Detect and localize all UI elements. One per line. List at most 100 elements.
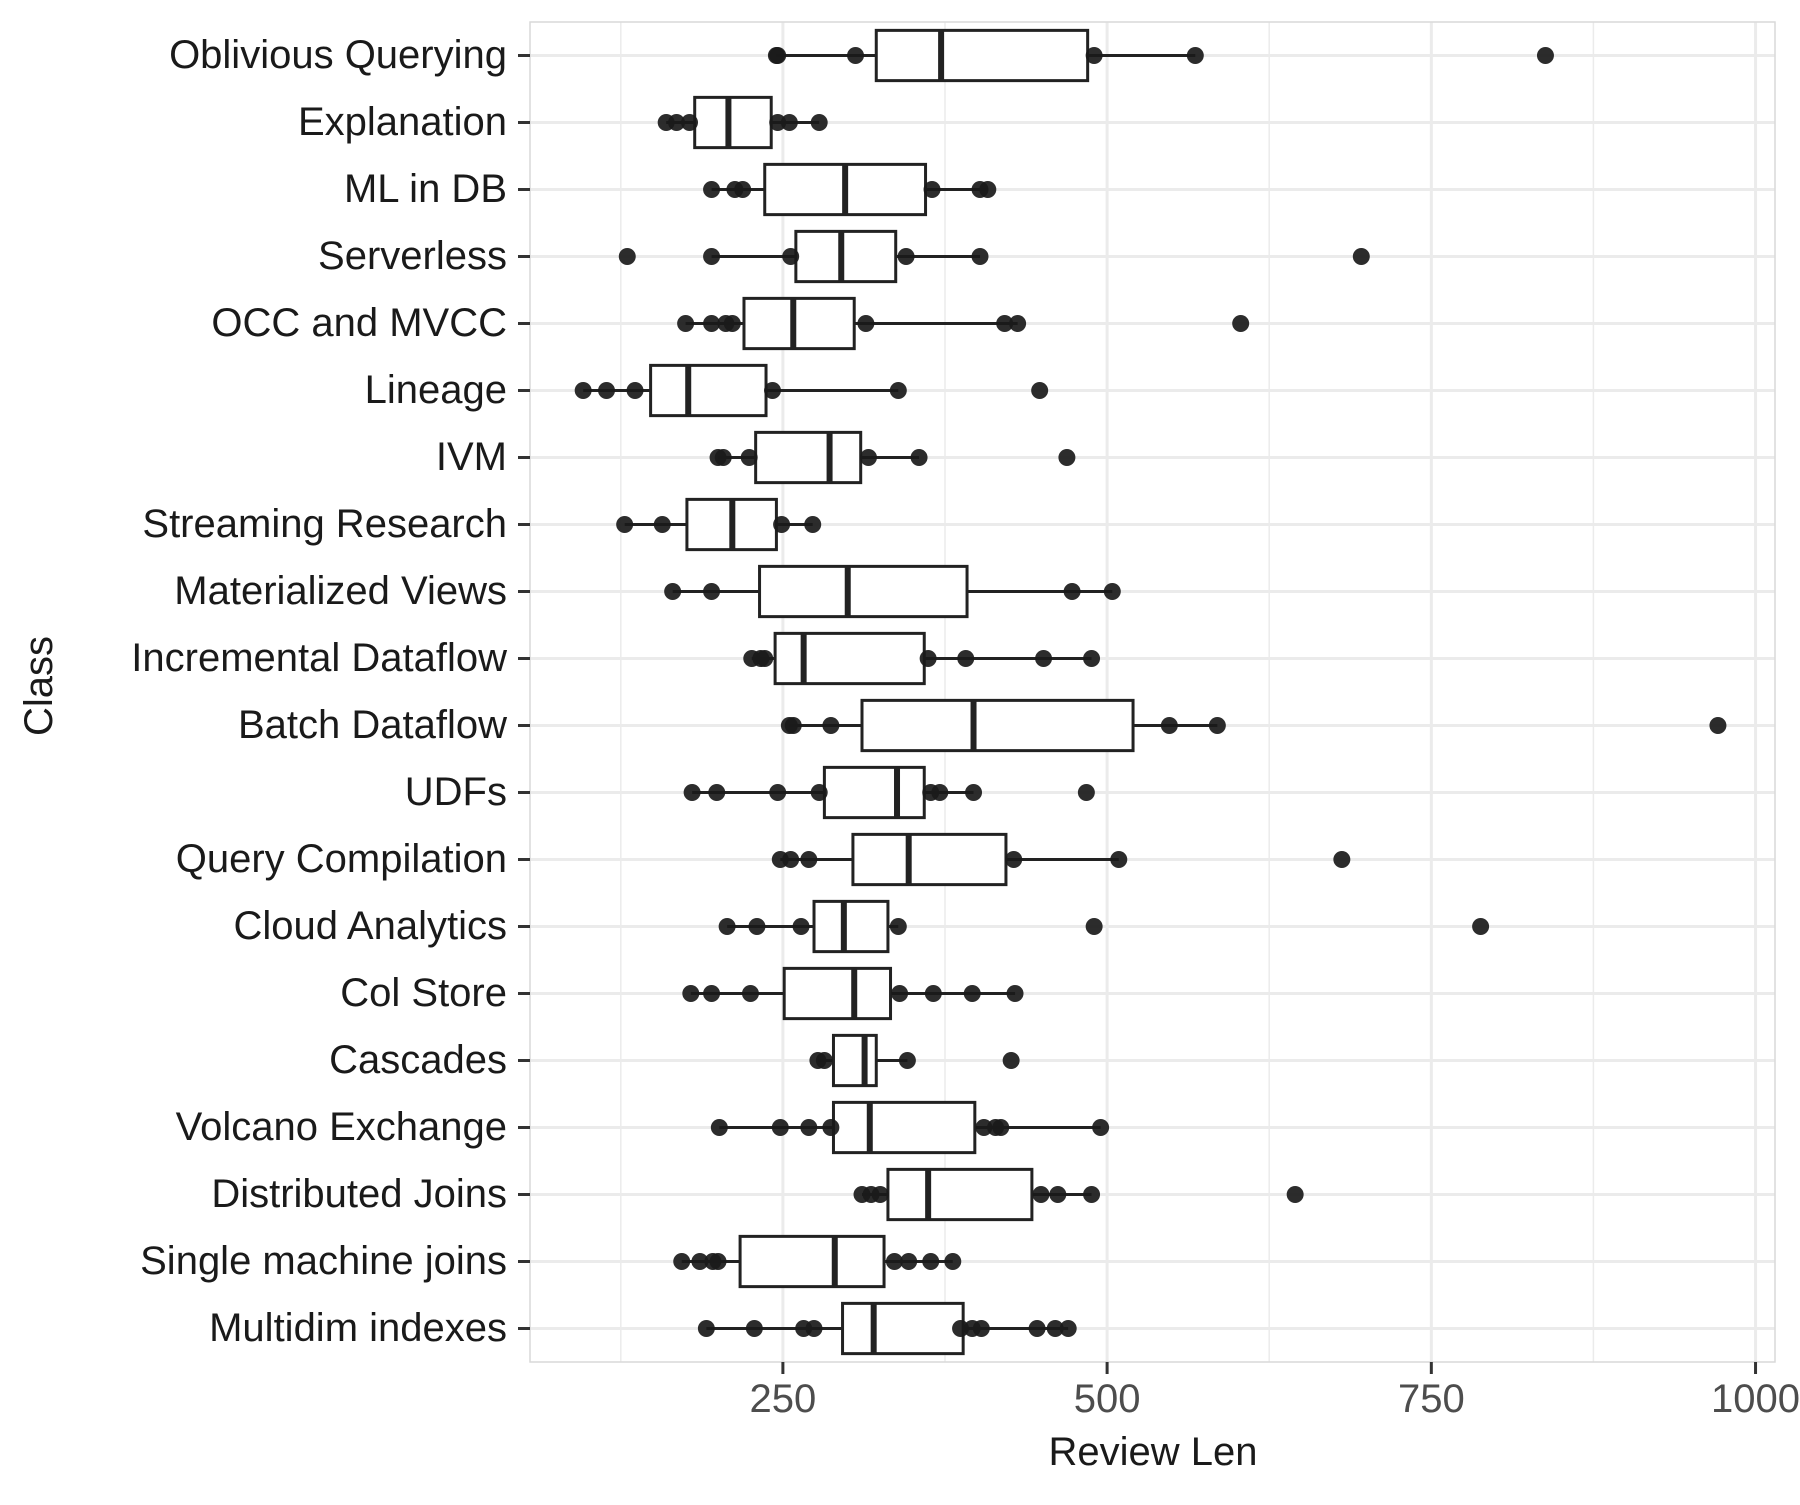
data-point <box>963 985 981 1002</box>
iqr-box <box>874 28 1090 83</box>
box-occ-and-mvcc <box>685 296 1018 351</box>
iqr-box <box>886 1167 1034 1222</box>
data-point <box>598 382 616 399</box>
data-point <box>703 315 721 332</box>
box-cascades <box>817 1033 908 1088</box>
iqr-box <box>758 564 969 619</box>
data-point <box>771 1119 789 1136</box>
iqr-box <box>851 832 1008 887</box>
box-udfs <box>692 765 974 820</box>
iqr-box <box>649 363 768 418</box>
data-point <box>924 985 942 1002</box>
data-point <box>714 449 732 466</box>
data-point <box>773 516 791 533</box>
data-point <box>859 449 877 466</box>
data-point <box>996 315 1014 332</box>
data-point <box>677 315 695 332</box>
y-tick-label: UDFs <box>405 770 507 814</box>
data-point <box>1009 315 1027 332</box>
x-tick-label: 250 <box>750 1377 817 1421</box>
data-point <box>1110 851 1128 868</box>
data-point <box>769 114 787 131</box>
data-point <box>668 114 686 131</box>
data-point <box>891 985 909 1002</box>
iqr-box <box>754 430 863 485</box>
panel-border <box>529 21 1776 1363</box>
y-axis-title: Class <box>17 636 61 736</box>
data-point <box>1083 1186 1101 1203</box>
data-point <box>871 1186 889 1203</box>
data-point <box>1085 918 1103 935</box>
x-tick-label: 750 <box>1398 1377 1465 1421</box>
data-point <box>1005 851 1023 868</box>
data-point <box>780 114 798 131</box>
data-point <box>710 1119 728 1136</box>
y-tick-label: Multidim indexes <box>209 1306 507 1350</box>
y-tick-label: IVM <box>436 435 507 479</box>
data-point <box>919 650 937 667</box>
data-point <box>734 181 752 198</box>
data-point <box>782 248 800 265</box>
box-serverless <box>711 229 981 284</box>
data-point <box>1046 1320 1064 1337</box>
data-point <box>784 717 802 734</box>
data-point <box>1472 918 1490 935</box>
box-col-store <box>690 966 1016 1021</box>
data-point <box>885 1253 903 1270</box>
y-tick-label: Oblivious Querying <box>169 33 507 77</box>
data-point <box>681 114 699 131</box>
data-point <box>723 315 741 332</box>
data-point <box>979 181 997 198</box>
data-point <box>1186 47 1204 64</box>
iqr-box <box>742 296 856 351</box>
data-point <box>1006 985 1024 1002</box>
data-point <box>1059 1320 1077 1337</box>
data-point <box>857 315 875 332</box>
y-tick-label: Explanation <box>298 100 507 144</box>
box-query-compilation <box>780 832 1119 887</box>
data-point <box>800 851 818 868</box>
data-point <box>944 1253 962 1270</box>
data-point <box>965 784 983 801</box>
data-point <box>1031 382 1049 399</box>
iqr-box <box>831 1100 977 1155</box>
data-point <box>574 382 592 399</box>
data-point <box>616 516 634 533</box>
data-point <box>708 784 726 801</box>
data-point <box>822 1119 840 1136</box>
data-point <box>756 650 774 667</box>
y-tick-label: Volcano Exchange <box>176 1105 507 1149</box>
iqr-box <box>822 765 926 820</box>
x-tick-label: 500 <box>1074 1377 1141 1421</box>
data-point <box>804 516 822 533</box>
data-point <box>703 181 721 198</box>
data-point <box>1709 717 1727 734</box>
data-point <box>800 1119 818 1136</box>
data-point <box>1092 1119 1110 1136</box>
data-point <box>1536 47 1554 64</box>
data-point <box>682 985 700 1002</box>
y-tick-label: Distributed Joins <box>211 1172 507 1216</box>
iqr-box <box>860 698 1135 753</box>
data-point <box>1208 717 1226 734</box>
y-tick-label: Col Store <box>340 971 507 1015</box>
data-point <box>673 1253 691 1270</box>
iqr-box <box>841 1301 965 1356</box>
data-point <box>1160 717 1178 734</box>
iqr-box <box>794 229 898 284</box>
iqr-box <box>738 1234 886 1289</box>
y-tick-label: Cascades <box>329 1038 507 1082</box>
data-point <box>992 1119 1010 1136</box>
data-point <box>952 1320 970 1337</box>
iqr-box <box>812 899 890 954</box>
data-point <box>922 1253 940 1270</box>
data-point <box>805 1320 823 1337</box>
data-point <box>1085 47 1103 64</box>
grid-lines <box>529 21 1776 1363</box>
data-point <box>1103 583 1121 600</box>
data-point <box>1032 1186 1050 1203</box>
data-point <box>748 918 766 935</box>
data-point <box>975 1119 993 1136</box>
y-tick-label: Query Compilation <box>176 837 507 881</box>
y-tick-label: Incremental Dataflow <box>131 636 507 680</box>
